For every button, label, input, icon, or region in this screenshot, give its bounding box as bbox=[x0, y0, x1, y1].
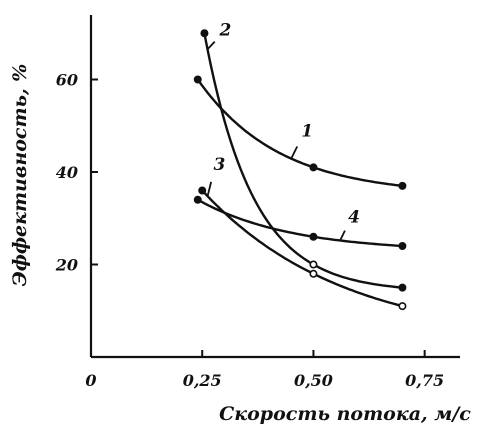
data-points bbox=[193, 29, 407, 311]
x-tick-label: 0 bbox=[85, 371, 96, 390]
series-4-point bbox=[193, 195, 202, 204]
y-tick-label: 40 bbox=[56, 163, 78, 182]
ticks: 0 0,25 0,50 0,75 20 40 60 bbox=[55, 71, 444, 391]
series-2-label: 2 bbox=[219, 20, 232, 40]
series-3-line bbox=[201, 189, 404, 308]
series-1-leader bbox=[290, 146, 298, 160]
series-1-line bbox=[196, 78, 404, 188]
axes bbox=[89, 15, 460, 359]
series-4-point bbox=[309, 232, 318, 241]
x-tick-label: 0,25 bbox=[183, 371, 222, 390]
series-3-point bbox=[309, 269, 318, 278]
series-1-point bbox=[398, 181, 407, 190]
x-tick-label: 0,75 bbox=[405, 371, 444, 390]
series-4-point bbox=[398, 242, 407, 251]
series-4-leader bbox=[339, 230, 346, 241]
series-1-label: 1 bbox=[301, 122, 313, 142]
y-tick-label: 20 bbox=[55, 256, 78, 275]
series-4-line bbox=[196, 198, 404, 248]
series-4-label: 4 bbox=[348, 207, 360, 227]
series-2-point bbox=[398, 283, 407, 292]
x-axis-label: Скорость потока, м/с bbox=[219, 403, 471, 425]
series-1-point bbox=[193, 75, 202, 84]
series-1-point bbox=[309, 163, 318, 172]
series-3-leader bbox=[206, 181, 213, 197]
series-2-line bbox=[203, 32, 404, 289]
series-2-point bbox=[200, 29, 209, 38]
series-3-label: 3 bbox=[214, 155, 226, 175]
series-3-point bbox=[198, 186, 207, 195]
y-axis-label: Эффективность, % bbox=[9, 64, 31, 287]
series-curves bbox=[196, 32, 404, 308]
x-tick-label: 0,50 bbox=[294, 371, 333, 390]
series-labels: 1 2 3 4 bbox=[206, 20, 360, 241]
series-2-leader bbox=[206, 40, 216, 50]
series-2-point bbox=[309, 260, 318, 269]
series-3-point bbox=[398, 302, 407, 311]
y-tick-label: 60 bbox=[56, 71, 78, 90]
